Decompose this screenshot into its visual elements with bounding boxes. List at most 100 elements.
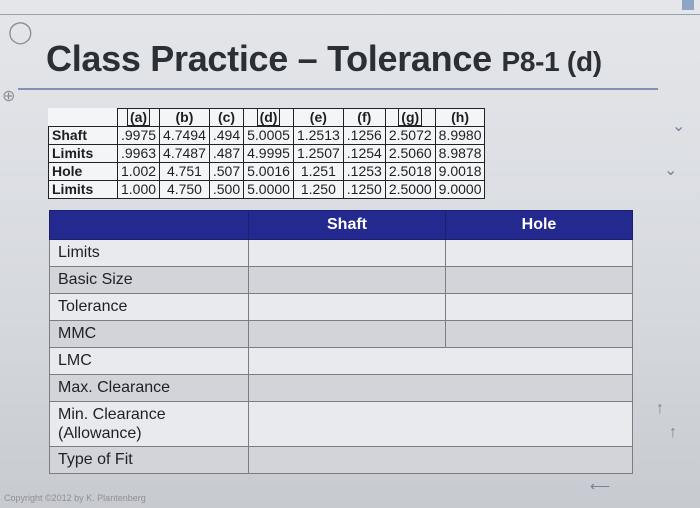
top-rule — [0, 14, 700, 15]
title-underline — [18, 88, 658, 90]
cell: 1.002 — [116, 162, 161, 181]
merged-answer-cell[interactable] — [248, 401, 633, 447]
cell: 4.751 — [159, 162, 210, 181]
cell: .507 — [208, 162, 245, 181]
worksheet-corner-header — [49, 210, 249, 240]
row-label: Limits — [48, 144, 118, 163]
row-label: Min. Clearance (Allowance) — [49, 401, 249, 447]
cell: 1.000 — [116, 180, 161, 199]
arrow-up-icon-2: ↑ — [669, 424, 677, 441]
worksheet-row-tolerance: Tolerance — [49, 293, 633, 321]
ring-mark-icon: ◯ — [8, 20, 33, 45]
cell: 2.5000 — [384, 180, 436, 199]
cell: 9.0018 — [434, 162, 486, 181]
cell: 2.5018 — [384, 162, 436, 181]
col-f-header: (f) — [342, 108, 386, 127]
shaft-answer-cell[interactable] — [248, 266, 446, 294]
cell: 8.9878 — [434, 144, 486, 163]
cell: .1253 — [342, 162, 386, 181]
col-b-header: (b) — [159, 108, 210, 127]
worksheet-row-max-clearance: Max. Clearance — [49, 374, 633, 402]
cell: 8.9980 — [434, 126, 486, 145]
worksheet-row-mmc: MMC — [49, 320, 633, 348]
cell: 1.251 — [292, 162, 344, 181]
crosshair-icon: ⊕ — [2, 86, 16, 105]
limits-header-row: (a) (b) (c) (d) (e) (f) (g) (h) — [49, 108, 486, 127]
cell: 2.5072 — [384, 126, 436, 145]
merged-answer-cell[interactable] — [248, 347, 633, 375]
shaft-lower-row: Limits .9963 4.7487 .487 4.9995 1.2507 .… — [48, 144, 486, 163]
copyright-notice: Copyright ©2012 by K. Plantenberg — [4, 493, 146, 503]
cell: .9963 — [116, 144, 161, 163]
row-label: Max. Clearance — [49, 374, 249, 402]
worksheet-row-limits: Limits — [49, 239, 633, 267]
col-c-header: (c) — [208, 108, 245, 127]
title-suffix: P8-1 (d) — [501, 46, 603, 77]
shaft-answer-cell[interactable] — [248, 320, 446, 348]
cell: .1254 — [342, 144, 386, 163]
cell: 2.5060 — [384, 144, 436, 163]
cell: .500 — [208, 180, 245, 199]
cell: .9975 — [116, 126, 161, 145]
chevron-down-icon-2: ⌄ — [664, 162, 678, 179]
merged-answer-cell[interactable] — [248, 446, 633, 474]
worksheet-row-type-of-fit: Type of Fit — [49, 446, 633, 474]
row-label: Tolerance — [49, 293, 249, 321]
corner-mark — [682, 0, 694, 10]
cell: 4.750 — [159, 180, 210, 199]
hole-column-header: Hole — [445, 210, 633, 240]
col-a-header: (a) — [116, 108, 161, 127]
cell: 5.0016 — [243, 162, 294, 181]
cell: 1.2507 — [292, 144, 344, 163]
col-h-header: (h) — [434, 108, 486, 127]
col-e-header: (e) — [292, 108, 344, 127]
hole-lower-row: Limits 1.000 4.750 .500 5.0000 1.250 .12… — [48, 180, 486, 199]
hole-upper-row: Hole 1.002 4.751 .507 5.0016 1.251 .1253… — [48, 162, 486, 181]
hole-answer-cell[interactable] — [445, 320, 633, 348]
row-label: MMC — [49, 320, 249, 348]
cell: 5.0000 — [243, 180, 294, 199]
row-label: Basic Size — [49, 266, 249, 294]
worksheet-table: Shaft Hole Limits Basic Size Tolerance M… — [49, 210, 633, 474]
row-label: Hole — [48, 162, 118, 181]
row-label: LMC — [49, 347, 249, 375]
chevron-down-icon: ⌄ — [672, 118, 686, 135]
merged-answer-cell[interactable] — [248, 374, 633, 402]
shaft-upper-row: Shaft .9975 4.7494 .494 5.0005 1.2513 .1… — [48, 126, 486, 145]
title-main: Class Practice – Tolerance — [46, 38, 492, 79]
col-g-label: (g) — [398, 108, 423, 126]
worksheet-row-lmc: LMC — [49, 347, 633, 375]
cell: .494 — [208, 126, 245, 145]
shaft-answer-cell[interactable] — [248, 293, 446, 321]
col-g-header: (g) — [384, 108, 436, 127]
row-label: Shaft — [48, 126, 118, 145]
cell: 1.2513 — [292, 126, 344, 145]
row-label: Type of Fit — [49, 446, 249, 474]
arrow-left-icon: ⟵ — [590, 478, 611, 494]
worksheet-row-min-clearance: Min. Clearance (Allowance) — [49, 401, 633, 447]
cell: 1.250 — [292, 180, 344, 199]
col-d-header: (d) — [243, 108, 294, 127]
cell: .1250 — [342, 180, 386, 199]
hole-answer-cell[interactable] — [445, 239, 633, 267]
limits-table: (a) (b) (c) (d) (e) (f) (g) (h) Shaft .9… — [48, 108, 486, 199]
cell: 4.7494 — [159, 126, 210, 145]
limits-corner-cell — [49, 109, 118, 127]
row-label: Limits — [49, 239, 249, 267]
cell: .1256 — [342, 126, 386, 145]
worksheet-header-row: Shaft Hole — [49, 210, 633, 240]
cell: 5.0005 — [243, 126, 294, 145]
cell: 9.0000 — [434, 180, 486, 199]
hole-answer-cell[interactable] — [445, 266, 633, 294]
arrow-up-icon: ↑ — [656, 400, 664, 417]
hole-answer-cell[interactable] — [445, 293, 633, 321]
row-label: Limits — [48, 180, 118, 199]
cell: .487 — [208, 144, 245, 163]
col-a-label: (a) — [126, 108, 151, 126]
shaft-column-header: Shaft — [248, 210, 446, 240]
col-d-label: (d) — [256, 108, 281, 126]
cell: 4.9995 — [243, 144, 294, 163]
cell: 4.7487 — [159, 144, 210, 163]
worksheet-row-basic-size: Basic Size — [49, 266, 633, 294]
shaft-answer-cell[interactable] — [248, 239, 446, 267]
